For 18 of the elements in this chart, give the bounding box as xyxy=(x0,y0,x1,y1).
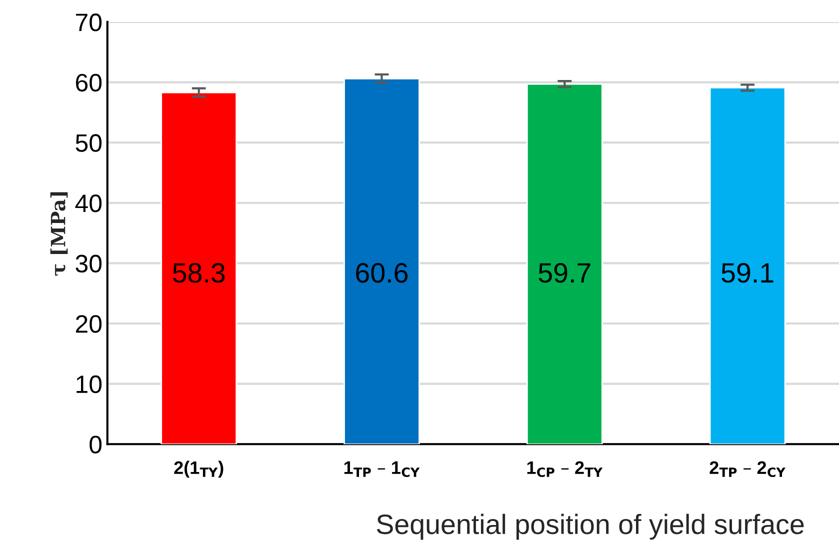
y-tick-label: 30 xyxy=(76,254,102,273)
y-axis-title: τ [MPa] xyxy=(50,192,68,276)
x-tick-label: 2(1$_{TY}$) xyxy=(174,460,224,478)
x-axis-title: Sequential position of yield surface xyxy=(376,514,804,540)
data-label: 59.1 xyxy=(722,263,774,283)
y-tick-label: 70 xyxy=(76,14,102,32)
x-tick-label: 2$_{TP}$ – 2$_{CY}$ xyxy=(710,461,786,478)
y-tick-label: 0 xyxy=(90,436,102,454)
y-tick-label: 40 xyxy=(75,194,102,212)
x-tick-label: 1$_{CP}$ – 2$_{TY}$ xyxy=(527,461,603,478)
y-tick-label: 50 xyxy=(76,134,102,152)
data-label: 60.6 xyxy=(356,263,408,283)
y-tick-label: 60 xyxy=(76,74,102,92)
y-tick-label: 20 xyxy=(76,315,102,333)
x-tick-label: 1$_{TP}$ – 1$_{CY}$ xyxy=(344,461,420,477)
y-tick-label: 10 xyxy=(76,375,102,394)
data-label: 59.7 xyxy=(538,263,590,283)
data-label: 58.3 xyxy=(172,263,225,283)
